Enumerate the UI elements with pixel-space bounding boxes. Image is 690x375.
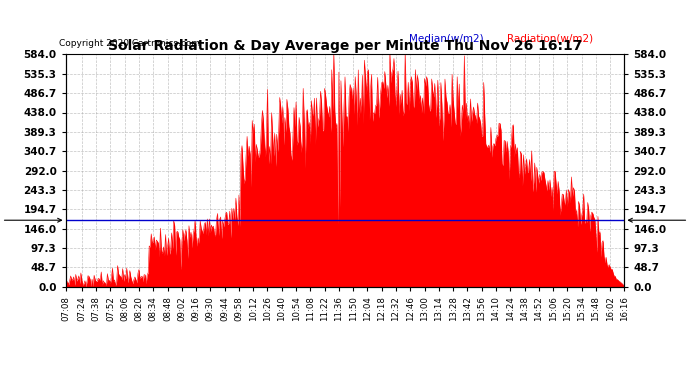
Title: Solar Radiation & Day Average per Minute Thu Nov 26 16:17: Solar Radiation & Day Average per Minute… <box>108 39 582 53</box>
Text: 167.440: 167.440 <box>0 215 61 225</box>
Text: Copyright 2020 Cartronics.com: Copyright 2020 Cartronics.com <box>59 39 200 48</box>
Text: Radiation(w/m2): Radiation(w/m2) <box>507 34 593 44</box>
Text: Median(w/m2): Median(w/m2) <box>409 34 484 44</box>
Text: 167.440: 167.440 <box>629 215 690 225</box>
